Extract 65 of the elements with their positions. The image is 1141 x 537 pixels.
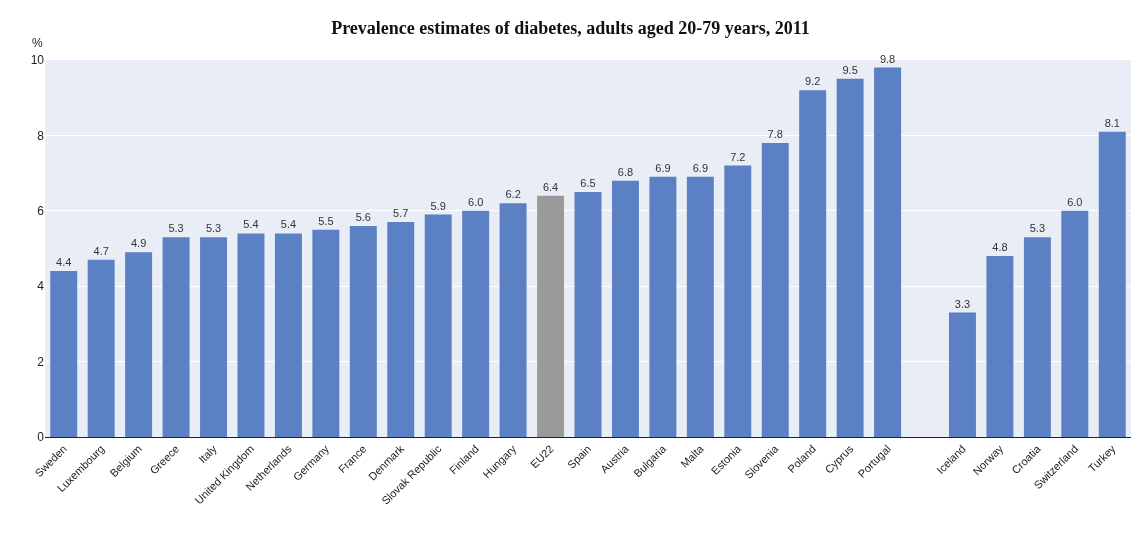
data-label: 6.4 [542,180,559,193]
bar [312,229,340,437]
bar [537,195,565,437]
data-label: 4.7 [93,244,109,257]
bar [125,252,153,437]
bar [799,90,827,437]
data-label: 5.9 [430,199,446,212]
data-label: 6.9 [692,161,708,174]
bar [462,210,490,437]
bar [1061,210,1089,437]
data-label: 6.0 [1067,195,1083,208]
bar [424,214,452,437]
data-label: 9.2 [805,75,821,88]
bar [274,233,302,437]
y-tick-label: 0 [37,430,45,445]
data-label: 5.3 [168,222,184,235]
bar [686,176,714,437]
bar [574,191,602,437]
bar [761,142,789,437]
data-label: 4.8 [992,241,1008,254]
data-label: 5.4 [243,218,259,231]
y-tick-label: 10 [30,53,45,68]
y-tick-label: 8 [37,128,45,143]
data-label: 8.1 [1104,116,1120,129]
y-axis-title: % [32,36,43,50]
data-label: 7.8 [767,127,783,140]
data-label: 6.5 [580,176,596,189]
data-label: 5.5 [318,214,334,227]
data-label: 9.8 [879,52,896,65]
bar [50,271,78,437]
bar [87,259,115,437]
data-label: 4.9 [130,237,147,250]
data-label: 7.2 [730,150,746,163]
data-label: 9.5 [842,63,858,76]
bar [499,203,527,437]
y-tick-label: 6 [37,204,45,218]
bar [200,237,227,437]
bar [649,176,677,437]
bar [1098,131,1126,437]
data-label: 5.3 [205,222,222,235]
bar [724,165,752,437]
bar [949,312,976,437]
bar [349,225,377,437]
bar [611,180,639,437]
bar [387,222,415,437]
data-label: 5.6 [355,210,371,223]
data-label: 6.8 [617,165,634,178]
bar [836,78,864,437]
data-label: 6.0 [468,195,484,208]
data-label: 6.2 [505,188,521,201]
bar [162,237,190,437]
data-label: 5.4 [280,218,297,231]
bar [874,67,902,437]
y-tick-label: 4 [37,279,45,294]
data-label: 5.7 [393,207,409,220]
chart-title: Prevalence estimates of diabetes, adults aged 20-79 years, 2011 [331,18,810,39]
data-label: 6.9 [655,161,671,174]
bar [1023,237,1051,437]
y-tick-label: 2 [37,354,45,369]
x-tick-label: Italy [196,442,220,466]
data-label: 3.3 [954,297,971,310]
bar [986,256,1014,437]
data-label: 4.4 [56,256,72,269]
data-label: 5.3 [1029,222,1046,235]
bar [237,233,265,437]
